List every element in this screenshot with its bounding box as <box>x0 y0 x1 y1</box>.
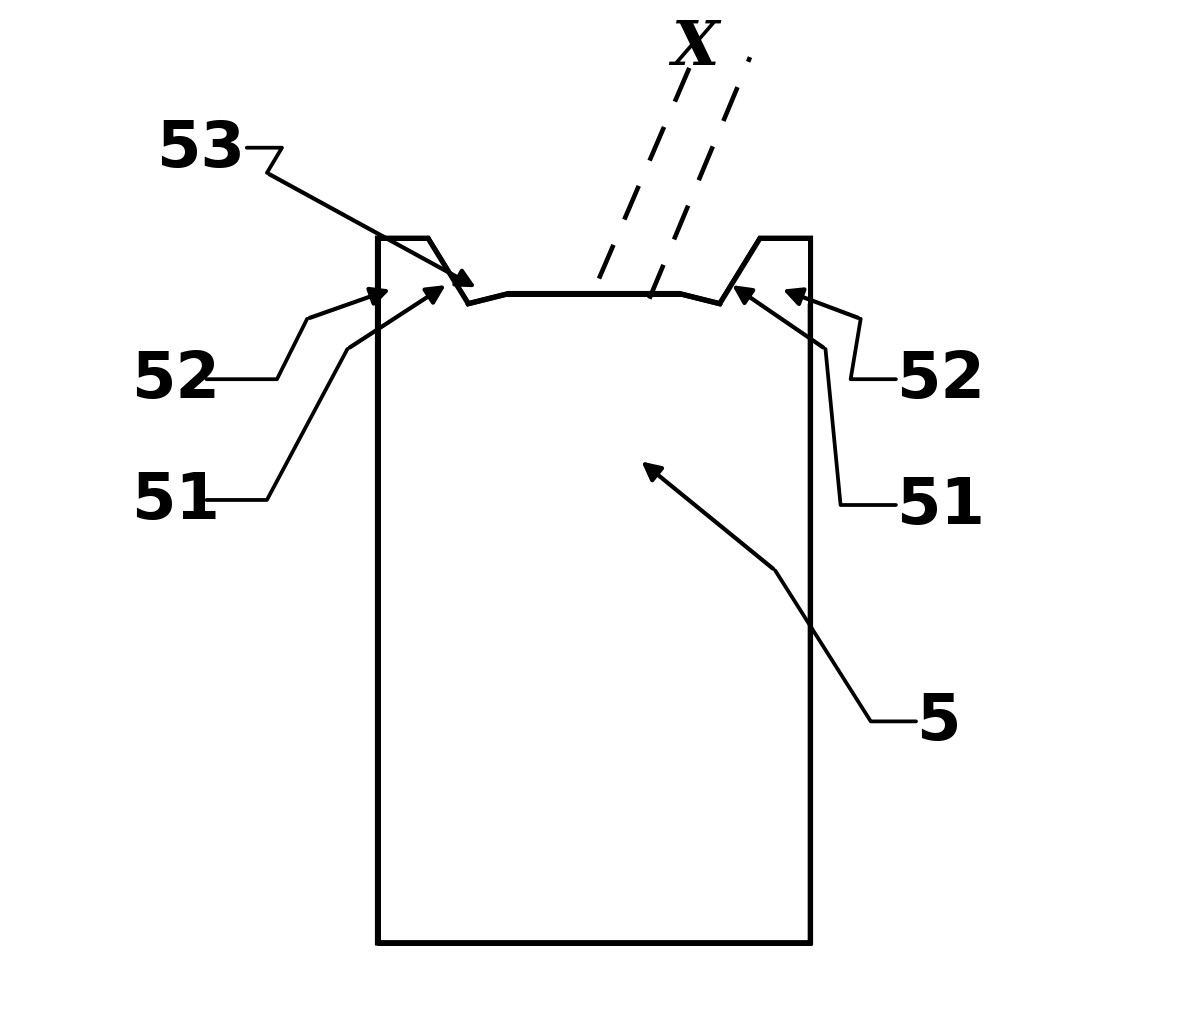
Text: 52: 52 <box>131 349 220 410</box>
Text: 51: 51 <box>131 469 220 532</box>
Polygon shape <box>378 239 468 304</box>
Polygon shape <box>378 239 810 943</box>
Text: 53: 53 <box>156 117 245 180</box>
Polygon shape <box>720 239 810 304</box>
Text: 52: 52 <box>896 349 985 410</box>
Text: 5: 5 <box>916 691 961 752</box>
Text: X: X <box>671 18 719 78</box>
Text: 51: 51 <box>896 474 985 537</box>
